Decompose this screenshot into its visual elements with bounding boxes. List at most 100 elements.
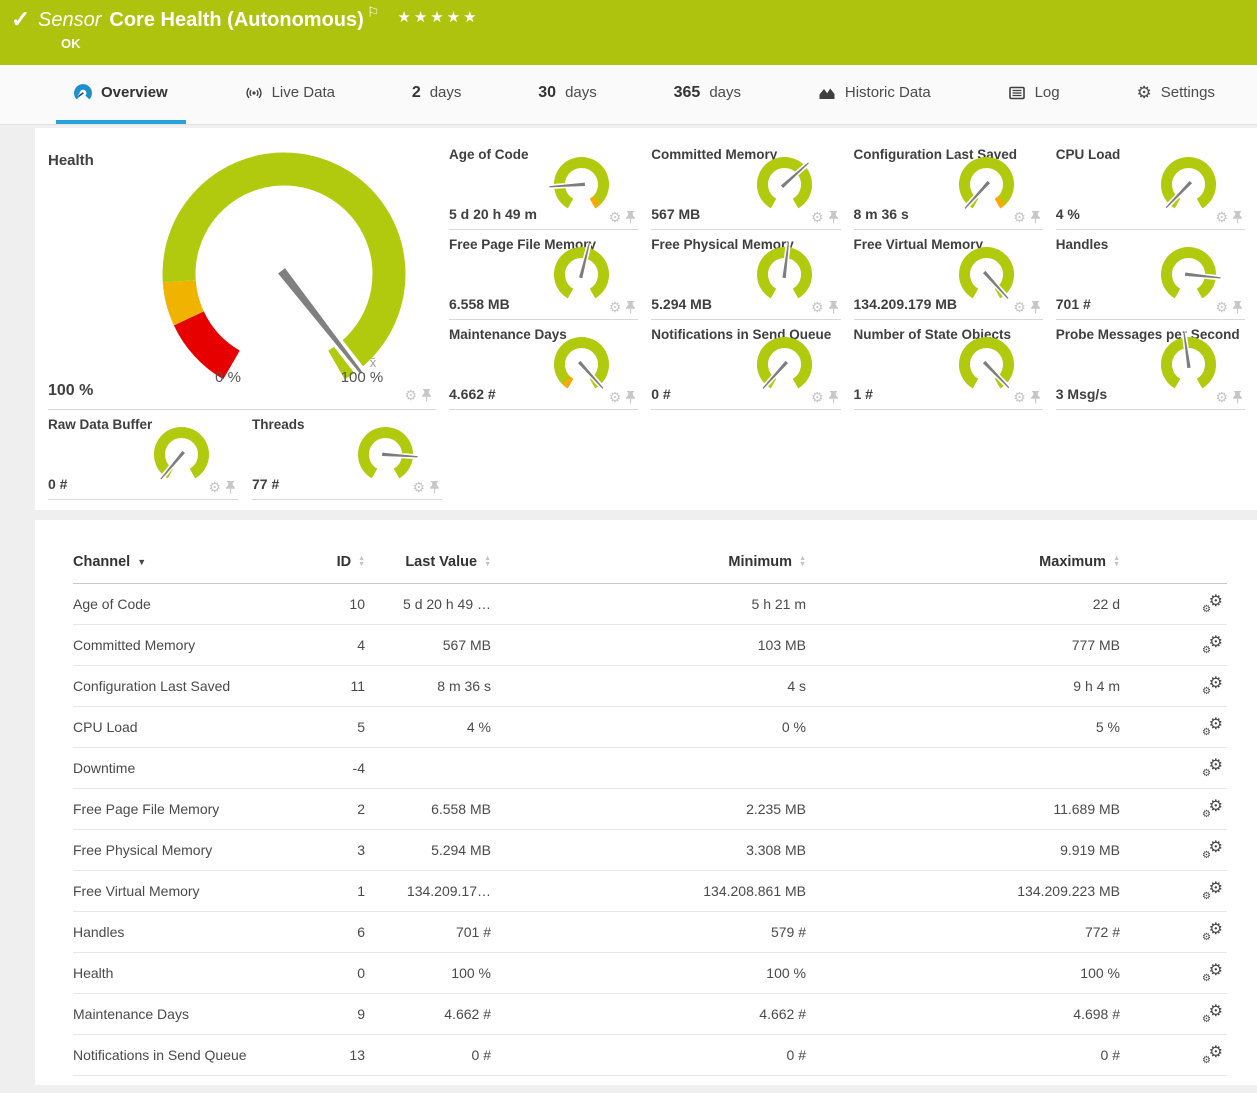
- gauge-tile[interactable]: Configuration Last Saved 8 m 36 s ⚙: [853, 140, 1043, 230]
- health-gauge-tile[interactable]: Health x̄ 0 % 100 % 100 % ⚙: [48, 140, 436, 410]
- gauge-needle: [549, 181, 587, 190]
- channel-settings-icon[interactable]: ⚙ ⚙: [1202, 757, 1223, 779]
- tab-365-days[interactable]: 365 days: [656, 65, 759, 124]
- gauge-tile[interactable]: Maintenance Days 4.662 # ⚙: [449, 320, 639, 410]
- table-row[interactable]: Configuration Last Saved 11 8 m 36 s 4 s…: [73, 666, 1227, 707]
- mini-gauge-dial: [958, 336, 1014, 390]
- channel-maximum-cell: 100 %: [1080, 965, 1120, 981]
- pin-icon[interactable]: [625, 300, 636, 314]
- tab-2-days[interactable]: 2 days: [394, 65, 480, 124]
- table-row[interactable]: Downtime -4 ⚙ ⚙: [73, 748, 1227, 789]
- table-row[interactable]: Age of Code 10 5 d 20 h 49 … 5 h 21 m 22…: [73, 584, 1227, 625]
- gauge-tile[interactable]: Age of Code 5 d 20 h 49 m ⚙: [449, 140, 639, 230]
- tab-live-data[interactable]: Live Data: [227, 65, 353, 124]
- table-row[interactable]: Committed Memory 4 567 MB 103 MB 777 MB …: [73, 625, 1227, 666]
- gear-icon[interactable]: ⚙: [608, 209, 622, 225]
- table-row[interactable]: Free Virtual Memory 1 134.209.17… 134.20…: [73, 871, 1227, 912]
- channel-settings-icon[interactable]: ⚙ ⚙: [1202, 1044, 1223, 1066]
- gauge-tile[interactable]: Free Page File Memory 6.558 MB ⚙: [449, 230, 639, 320]
- channel-settings-icon[interactable]: ⚙ ⚙: [1202, 1003, 1223, 1025]
- gauge-tile[interactable]: Number of State Objects 1 # ⚙: [853, 320, 1043, 410]
- gear-icon[interactable]: ⚙: [810, 299, 824, 315]
- gauge-tile[interactable]: CPU Load 4 % ⚙: [1055, 140, 1245, 230]
- pin-icon[interactable]: [828, 210, 839, 224]
- gear-icon[interactable]: ⚙: [404, 387, 417, 403]
- pin-icon[interactable]: [828, 300, 839, 314]
- pin-icon[interactable]: [1030, 300, 1041, 314]
- table-row[interactable]: Free Page File Memory 2 6.558 MB 2.235 M…: [73, 789, 1227, 830]
- channel-settings-icon[interactable]: ⚙ ⚙: [1202, 962, 1223, 984]
- channel-settings-icon[interactable]: ⚙ ⚙: [1202, 675, 1223, 697]
- tab-30-days-unit: days: [565, 84, 597, 101]
- health-gauge-title: Health: [48, 152, 94, 169]
- gear-icon[interactable]: ⚙: [1013, 389, 1026, 405]
- pin-icon[interactable]: [1030, 390, 1041, 404]
- table-row[interactable]: CPU Load 5 4 % 0 % 5 % ⚙ ⚙: [73, 707, 1227, 748]
- gear-icon[interactable]: ⚙: [208, 479, 221, 495]
- column-header-minimum[interactable]: Minimum ▲ ▼: [728, 553, 806, 570]
- column-header-last-value[interactable]: Last Value ▲ ▼: [405, 553, 491, 570]
- tab-log[interactable]: Log: [990, 65, 1078, 124]
- gear-icon[interactable]: ⚙: [810, 389, 824, 405]
- pin-icon[interactable]: [225, 480, 236, 494]
- gear-icon[interactable]: ⚙: [1013, 209, 1026, 225]
- channel-settings-icon[interactable]: ⚙ ⚙: [1202, 634, 1223, 656]
- pin-icon[interactable]: [625, 390, 636, 404]
- channel-settings-icon[interactable]: ⚙ ⚙: [1202, 880, 1223, 902]
- priority-stars[interactable]: ★★★★★: [397, 9, 480, 26]
- pin-icon[interactable]: [625, 210, 636, 224]
- table-row[interactable]: Handles 6 701 # 579 # 772 # ⚙ ⚙: [73, 912, 1227, 953]
- channel-settings-icon[interactable]: ⚙ ⚙: [1202, 921, 1223, 943]
- gauge-tile[interactable]: Free Physical Memory 5.294 MB ⚙: [651, 230, 841, 320]
- gear-icon[interactable]: ⚙: [1215, 299, 1228, 315]
- column-header-id[interactable]: ID ▲ ▼: [336, 553, 365, 570]
- page-title: Core Health (Autonomous): [109, 9, 364, 31]
- sort-icon: ▲ ▼: [484, 554, 491, 568]
- tab-historic-data[interactable]: Historic Data: [800, 65, 949, 124]
- tab-settings[interactable]: ⚙ Settings: [1118, 65, 1232, 124]
- column-header-channel[interactable]: Channel ▼: [73, 553, 147, 570]
- gauge-tile[interactable]: Probe Messages per Second 3 Msg/s ⚙: [1055, 320, 1245, 410]
- gauge-tile[interactable]: Raw Data Buffer 0 # ⚙: [48, 410, 238, 500]
- gear-icon[interactable]: ⚙: [1215, 389, 1228, 405]
- gear-icon[interactable]: ⚙: [608, 299, 622, 315]
- tab-365-days-number: 365: [673, 83, 701, 101]
- gauge-title: Raw Data Buffer: [48, 417, 153, 432]
- tab-overview[interactable]: Overview: [56, 65, 186, 124]
- table-row[interactable]: Maintenance Days 9 4.662 # 4.662 # 4.698…: [73, 994, 1227, 1035]
- gear-icon[interactable]: ⚙: [1013, 299, 1026, 315]
- gear-icon[interactable]: ⚙: [412, 479, 425, 495]
- gauge-tile[interactable]: Threads 77 # ⚙: [252, 410, 442, 500]
- gauge-tile[interactable]: Notifications in Send Queue 0 # ⚙: [651, 320, 841, 410]
- tab-log-label: Log: [1034, 84, 1060, 101]
- pin-icon[interactable]: [1030, 210, 1041, 224]
- gauge-needle: [578, 242, 593, 280]
- gauge-tile[interactable]: Handles 701 # ⚙: [1055, 230, 1245, 320]
- table-row[interactable]: Notifications in Send Queue 13 0 # 0 # 0…: [73, 1035, 1227, 1076]
- channel-settings-icon[interactable]: ⚙ ⚙: [1202, 798, 1223, 820]
- pin-icon[interactable]: [1232, 210, 1243, 224]
- pin-icon[interactable]: [1232, 300, 1243, 314]
- channel-name-cell: Committed Memory: [73, 637, 196, 653]
- gauge-tile[interactable]: Committed Memory 567 MB ⚙: [651, 140, 841, 230]
- channel-settings-icon[interactable]: ⚙ ⚙: [1202, 593, 1223, 615]
- gauge-tile[interactable]: Free Virtual Memory 134.209.179 MB ⚙: [853, 230, 1043, 320]
- channel-name-cell: Free Virtual Memory: [73, 883, 200, 899]
- tab-30-days[interactable]: 30 days: [520, 65, 614, 124]
- gauge-title: Threads: [252, 417, 305, 432]
- column-header-maximum[interactable]: Maximum ▲ ▼: [1039, 553, 1120, 570]
- table-row[interactable]: Health 0 100 % 100 % 100 % ⚙ ⚙: [73, 953, 1227, 994]
- gear-icon[interactable]: ⚙: [608, 389, 622, 405]
- gear-icon[interactable]: ⚙: [1215, 209, 1228, 225]
- mini-gauge-dial: [958, 246, 1014, 301]
- pin-icon[interactable]: [421, 388, 432, 402]
- channel-settings-icon[interactable]: ⚙ ⚙: [1202, 839, 1223, 861]
- gear-icon[interactable]: ⚙: [810, 209, 824, 225]
- pin-icon[interactable]: [828, 390, 839, 404]
- channel-settings-icon[interactable]: ⚙ ⚙: [1202, 716, 1223, 738]
- pin-icon[interactable]: [1232, 390, 1243, 404]
- table-row[interactable]: Free Physical Memory 3 5.294 MB 3.308 MB…: [73, 830, 1227, 871]
- pin-icon[interactable]: [429, 480, 440, 494]
- gauge-title: Age of Code: [449, 147, 529, 162]
- channel-minimum-cell: 103 MB: [757, 637, 806, 653]
